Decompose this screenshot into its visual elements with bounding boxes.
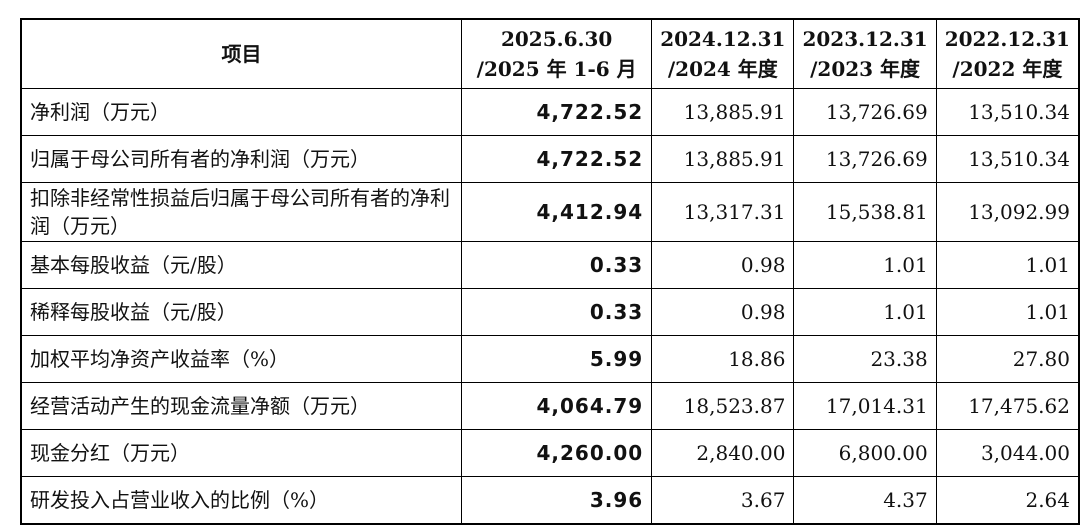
item-cell: 研发投入占营业收入的比例（%） [20, 476, 463, 525]
value-cell: 4,412.94 [461, 182, 653, 242]
header-line: /2022 年度 [952, 57, 1063, 81]
header-line: /2025 年 1-6 月 [476, 57, 637, 81]
value-cell: 13,510.34 [935, 88, 1080, 136]
header-cell: 2024.12.31/2024 年度 [651, 18, 795, 89]
value-cell: 13,885.91 [651, 88, 795, 136]
value-cell: 18,523.87 [651, 382, 795, 430]
item-cell: 扣除非经常性损益后归属于母公司所有者的净利润（万元） [20, 182, 463, 242]
value-cell: 0.98 [651, 288, 795, 336]
header-line: 2022.12.31 [944, 27, 1070, 51]
header-cell: 2023.12.31/2023 年度 [793, 18, 937, 89]
table-row: 研发投入占营业收入的比例（%） 3.96 3.67 4.37 2.64 [20, 476, 1080, 525]
header-cell: 2025.6.30/2025 年 1-6 月 [461, 18, 653, 89]
header-line: /2024 年度 [667, 57, 778, 81]
item-cell: 基本每股收益（元/股） [20, 241, 463, 289]
value-cell: 2.64 [935, 476, 1080, 525]
header-line: 2023.12.31 [802, 27, 928, 51]
header-line: 项目 [221, 42, 262, 66]
value-cell: 4,722.52 [461, 135, 653, 183]
value-cell: 17,475.62 [935, 382, 1080, 430]
header-cell: 项目 [20, 18, 463, 89]
header-cell: 2022.12.31/2022 年度 [935, 18, 1080, 89]
value-cell: 0.33 [461, 241, 653, 289]
table-row: 基本每股收益（元/股） 0.33 0.98 1.01 1.01 [20, 241, 1080, 289]
value-cell: 5.99 [461, 335, 653, 383]
value-cell: 3,044.00 [935, 429, 1080, 477]
value-cell: 13,885.91 [651, 135, 795, 183]
value-cell: 6,800.00 [793, 429, 937, 477]
value-cell: 4,722.52 [461, 88, 653, 136]
value-cell: 15,538.81 [793, 182, 937, 242]
value-cell: 3.96 [461, 476, 653, 525]
table-row: 扣除非经常性损益后归属于母公司所有者的净利润（万元） 4,412.94 13,317… [20, 182, 1080, 242]
value-cell: 17,014.31 [793, 382, 937, 430]
value-cell: 1.01 [793, 288, 937, 336]
value-cell: 0.33 [461, 288, 653, 336]
header-line: 2024.12.31 [660, 27, 786, 51]
value-cell: 4,260.00 [461, 429, 653, 477]
item-cell: 稀释每股收益（元/股） [20, 288, 463, 336]
item-cell: 归属于母公司所有者的净利润（万元） [20, 135, 463, 183]
table-row: 现金分红（万元） 4,260.00 2,840.00 6,800.00 3,044.00 [20, 429, 1080, 477]
value-cell: 23.38 [793, 335, 937, 383]
value-cell: 13,726.69 [793, 88, 937, 136]
value-cell: 3.67 [651, 476, 795, 525]
value-cell: 13,726.69 [793, 135, 937, 183]
table-row: 经营活动产生的现金流量净额（万元） 4,064.79 18,523.87 17,014… [20, 382, 1080, 430]
value-cell: 1.01 [935, 288, 1080, 336]
value-cell: 13,092.99 [935, 182, 1080, 242]
table-row: 稀释每股收益（元/股） 0.33 0.98 1.01 1.01 [20, 288, 1080, 336]
value-cell: 4.37 [793, 476, 937, 525]
item-cell: 净利润（万元） [20, 88, 463, 136]
table-body: 净利润（万元） 4,722.52 13,885.91 13,726.69 13,510.… [20, 88, 1080, 525]
header-line: 2025.6.30 [500, 27, 613, 51]
table-row: 加权平均净资产收益率（%） 5.99 18.86 23.38 27.80 [20, 335, 1080, 383]
value-cell: 13,317.31 [651, 182, 795, 242]
value-cell: 27.80 [935, 335, 1080, 383]
table-row: 归属于母公司所有者的净利润（万元） 4,722.52 13,885.91 13,726… [20, 135, 1080, 183]
value-cell: 1.01 [935, 241, 1080, 289]
item-cell: 加权平均净资产收益率（%） [20, 335, 463, 383]
item-cell: 现金分红（万元） [20, 429, 463, 477]
table-row: 净利润（万元） 4,722.52 13,885.91 13,726.69 13,510.… [20, 88, 1080, 136]
value-cell: 1.01 [793, 241, 937, 289]
header-line: /2023 年度 [810, 57, 921, 81]
item-cell: 经营活动产生的现金流量净额（万元） [20, 382, 463, 430]
value-cell: 0.98 [651, 241, 795, 289]
value-cell: 2,840.00 [651, 429, 795, 477]
value-cell: 13,510.34 [935, 135, 1080, 183]
header-row: 项目 2025.6.30/2025 年 1-6 月 2024.12.31/2024 … [20, 18, 1080, 89]
value-cell: 4,064.79 [461, 382, 653, 430]
financial-table: 项目 2025.6.30/2025 年 1-6 月 2024.12.31/2024 … [20, 18, 1080, 525]
value-cell: 18.86 [651, 335, 795, 383]
